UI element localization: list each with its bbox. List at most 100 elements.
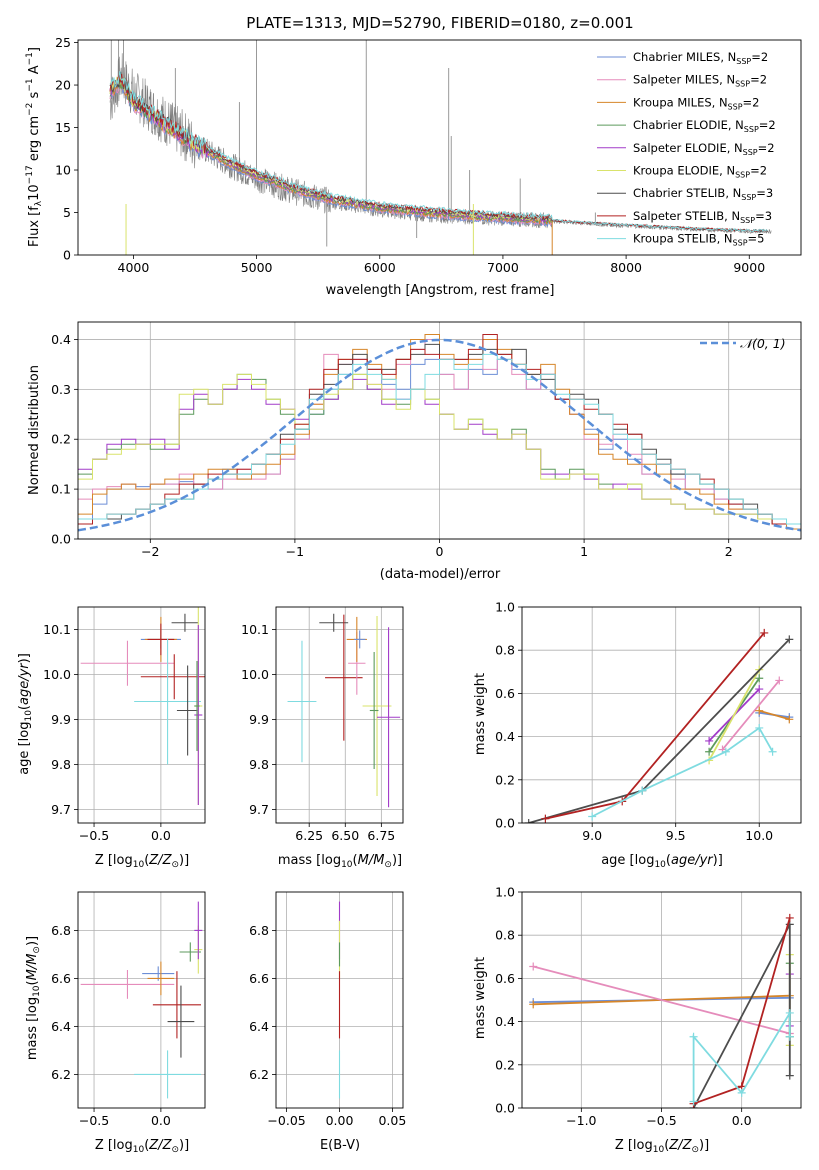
weight-marker — [755, 706, 764, 715]
histogram-series — [78, 334, 801, 530]
y-tick-label: 6.4 — [51, 1019, 71, 1034]
x-tick-label: 6.75 — [367, 828, 395, 843]
weight-marker — [588, 812, 597, 821]
y-tick-label: 0.6 — [495, 971, 515, 986]
weight-marker — [785, 1032, 794, 1041]
y-tick-label: 9.9 — [51, 712, 71, 727]
weight-vs-z-xlabel: Z [log10(Z/Z⊙)] — [615, 1138, 709, 1155]
age-vs-mass-xlabel: mass [log10(M/M⊙)] — [278, 853, 402, 870]
y-tick-label: 0.8 — [495, 928, 515, 943]
axes-frame — [77, 891, 206, 1109]
histogram-legend: 𝒩(0, 1) — [700, 336, 786, 351]
y-tick-label: 0.4 — [51, 332, 71, 347]
y-tick-label: 1.0 — [495, 600, 515, 615]
weight-marker — [768, 747, 777, 756]
y-tick-label: 9.7 — [51, 802, 71, 817]
weight-series-line — [758, 709, 790, 721]
x-tick-label: 8000 — [610, 260, 642, 275]
plot-area — [524, 628, 794, 823]
legend-label: Salpeter MILES, NSSP=2 — [633, 73, 767, 89]
x-tick-label: −1 — [286, 544, 304, 559]
weight-marker — [737, 1088, 746, 1097]
legend-label: Kroupa STELIB, NSSP=5 — [633, 232, 764, 248]
weight-marker — [785, 1008, 794, 1017]
mass-vs-z-xlabel: Z [log10(Z/Z⊙)] — [95, 1138, 189, 1155]
x-tick-label: 0.0 — [151, 828, 171, 843]
legend-label: Chabrier STELIB, NSSP=3 — [633, 186, 773, 202]
axes-frame — [77, 321, 802, 540]
weight-series-line — [708, 669, 760, 761]
weight-marker — [755, 674, 764, 683]
weight-vs-age-xlabel: age [log10(age/yr)] — [601, 853, 723, 870]
spectrum-xlabel: wavelength [Angstrom, rest frame] — [326, 283, 555, 298]
weight-marker — [541, 814, 550, 823]
weight-marker — [755, 685, 764, 694]
y-tick-label: 9.9 — [249, 712, 269, 727]
x-tick-label: −0.5 — [79, 828, 109, 843]
axes-frame — [521, 891, 802, 1109]
histogram-ylabel: Normed distribution — [27, 365, 42, 495]
y-tick-label: 0 — [63, 248, 71, 263]
x-tick-label: 9.0 — [582, 828, 602, 843]
spectrum-panel: 4000 5000 6000 7000 8000 9000 0 5 10 15 20 25 — [55, 35, 802, 275]
y-tick-label: 10.1 — [43, 622, 71, 637]
x-tick-label: 0.05 — [378, 1113, 406, 1128]
y-tick-label: 6.8 — [51, 923, 71, 938]
plot-area — [529, 913, 794, 1108]
legend-label: Kroupa MILES, NSSP=2 — [633, 95, 759, 111]
x-tick-label: 4000 — [118, 260, 150, 275]
y-tick-label: 9.7 — [249, 802, 269, 817]
histogram-legend-label: 𝒩(0, 1) — [740, 336, 786, 351]
y-tick-label: 5 — [63, 205, 71, 220]
x-tick-label: −1.0 — [566, 1113, 596, 1128]
plot-area — [80, 901, 203, 1099]
plot-area — [287, 613, 401, 808]
mass-vs-ebv-panel: −0.05 0.00 0.05 6.2 6.4 6.6 6.8 — [249, 891, 406, 1128]
x-tick-label: −0.5 — [79, 1113, 109, 1128]
y-tick-label: 9.8 — [249, 757, 269, 772]
y-tick-label: 6.6 — [51, 971, 71, 986]
y-tick-label: 0.8 — [495, 643, 515, 658]
weight-marker — [524, 819, 533, 823]
y-tick-label: 0.6 — [495, 686, 515, 701]
age-vs-z-xlabel: Z [log10(Z/Z⊙)] — [95, 853, 189, 870]
axes-frame — [275, 891, 404, 1109]
histogram-xlabel: (data-model)/error — [380, 567, 501, 582]
y-tick-label: 25 — [55, 35, 71, 50]
y-tick-label: 6.2 — [249, 1067, 269, 1082]
x-tick-label: 0.0 — [732, 1113, 752, 1128]
weight-marker — [785, 715, 794, 724]
weight-marker — [760, 628, 769, 637]
x-tick-label: 2 — [725, 544, 733, 559]
x-tick-label: −2 — [141, 544, 159, 559]
axes-frame — [77, 606, 206, 824]
figure-title: PLATE=1313, MJD=52790, FIBERID=0180, z=0… — [246, 14, 633, 32]
x-tick-label: 10.0 — [745, 828, 773, 843]
y-tick-label: 0.4 — [495, 729, 515, 744]
weight-marker — [638, 786, 647, 795]
x-tick-label: −0.05 — [267, 1113, 305, 1128]
weight-marker — [705, 736, 714, 745]
weight-marker — [785, 635, 794, 644]
y-tick-label: 10.0 — [43, 667, 71, 682]
mass-vs-ebv-xlabel: E(B-V) — [320, 1138, 360, 1153]
weight-marker — [529, 962, 538, 971]
weight-vs-age-ylabel: mass weight — [473, 673, 488, 755]
x-tick-label: 6.25 — [295, 828, 323, 843]
y-tick-label: 0.1 — [51, 482, 71, 497]
x-tick-label: 5000 — [241, 260, 273, 275]
weight-vs-z-ylabel: mass weight — [473, 957, 488, 1039]
weight-marker — [721, 747, 730, 756]
plot-area — [109, 40, 772, 255]
model-spectrum-kroupa-stelib — [109, 71, 768, 233]
x-tick-label: 6.50 — [331, 828, 359, 843]
y-tick-label: 10.0 — [241, 667, 269, 682]
y-tick-label: 9.8 — [51, 757, 71, 772]
age-vs-mass-panel: 6.25 6.50 6.75 9.7 9.8 9.9 10.0 10.1 — [241, 606, 404, 843]
x-tick-label: 6000 — [364, 260, 396, 275]
x-tick-label: 0.0 — [151, 1113, 171, 1128]
legend-label: Salpeter ELODIE, NSSP=2 — [633, 141, 775, 157]
y-tick-label: 10 — [55, 163, 71, 178]
weight-vs-age-panel: 9.0 9.5 10.0 0.0 0.2 0.4 0.6 0.8 1.0 — [495, 600, 802, 843]
axes-frame — [521, 606, 802, 824]
